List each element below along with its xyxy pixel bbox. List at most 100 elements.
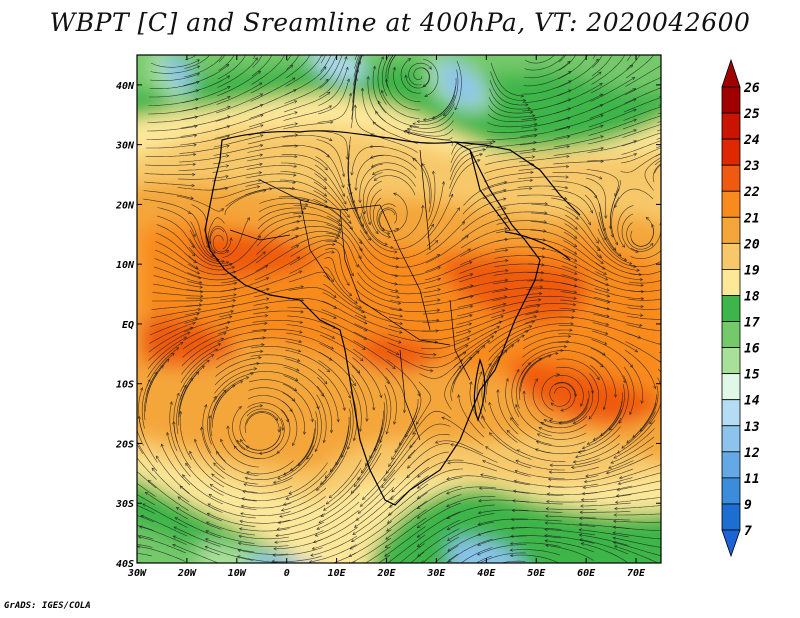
streamline <box>355 306 403 325</box>
y-tick-label: 40S <box>116 559 134 570</box>
streamline-arrow <box>310 553 314 557</box>
streamline <box>187 272 237 281</box>
streamline-arrow <box>197 52 200 55</box>
streamline-arrow <box>206 359 210 363</box>
streamline-arrow <box>506 429 511 434</box>
streamline <box>176 195 224 212</box>
streamline-arrow <box>294 122 299 126</box>
streamline-arrow <box>492 140 496 144</box>
streamline-arrow <box>544 514 549 518</box>
streamline <box>184 55 211 69</box>
streamline <box>627 298 661 301</box>
streamline <box>462 189 507 215</box>
streamline-arrow <box>355 68 360 73</box>
colorbar-label: 17 <box>744 316 760 331</box>
streamline-arrow <box>662 246 665 249</box>
streamline-arrow <box>174 517 179 521</box>
streamline-arrow <box>245 52 248 55</box>
streamline <box>137 494 156 506</box>
streamline <box>529 238 577 255</box>
streamline <box>216 82 263 105</box>
streamline-arrow <box>221 259 225 264</box>
streamline <box>287 307 337 319</box>
streamline <box>173 526 221 547</box>
streamline <box>220 265 268 284</box>
streamline-arrow <box>360 357 364 362</box>
streamline-arrow <box>239 380 244 384</box>
streamline-arrow <box>586 441 591 445</box>
streamline-arrow <box>598 176 603 180</box>
streamline <box>516 194 568 200</box>
streamline-arrow <box>606 314 610 318</box>
streamline-arrow <box>503 295 508 299</box>
streamline <box>330 425 349 472</box>
streamline <box>447 521 495 541</box>
streamline-arrow <box>369 155 374 159</box>
streamline-arrow <box>330 278 334 283</box>
streamline-arrow <box>661 362 664 365</box>
streamline <box>356 486 395 521</box>
streamline <box>582 417 622 449</box>
streamline-arrow <box>353 524 358 528</box>
streamline-arrow <box>367 221 371 226</box>
streamline <box>613 537 661 548</box>
streamline-arrow <box>406 565 409 568</box>
colorbar-swatch <box>721 425 741 453</box>
streamline <box>207 512 256 527</box>
streamline <box>461 217 507 240</box>
colorbar-swatch <box>721 86 741 114</box>
streamline-arrow <box>380 56 384 60</box>
streamline <box>426 207 460 247</box>
streamline-arrow <box>391 489 395 493</box>
streamline <box>297 419 316 466</box>
streamline <box>220 439 260 468</box>
streamline <box>417 502 462 529</box>
streamline <box>626 324 661 332</box>
colorbar-label: 15 <box>744 368 760 383</box>
streamline <box>323 275 362 309</box>
streamline-arrow <box>572 420 577 424</box>
streamline-arrow <box>478 499 482 503</box>
colorbar-swatch <box>721 269 741 296</box>
streamline <box>544 529 596 536</box>
streamline-arrow <box>661 120 664 123</box>
streamline <box>309 544 357 563</box>
streamline-arrow <box>213 462 217 467</box>
streamline-arrow <box>588 415 592 420</box>
streamline-arrow <box>294 111 298 115</box>
streamline <box>147 336 187 370</box>
streamline <box>194 439 225 479</box>
streamline-arrow <box>177 496 182 500</box>
streamline-arrow <box>504 349 508 354</box>
streamline <box>521 108 571 120</box>
streamline-arrow <box>538 357 543 361</box>
streamline-arrow <box>238 527 243 531</box>
streamline-arrow <box>566 135 571 139</box>
streamline <box>457 296 507 308</box>
streamline-arrow <box>510 517 515 522</box>
x-tick-label: 70E <box>627 568 646 579</box>
streamline-arrow <box>296 256 301 260</box>
streamline-arrow <box>566 51 569 54</box>
streamline-arrow <box>195 371 200 375</box>
streamline-arrow <box>392 66 396 71</box>
streamline-arrow <box>379 394 383 399</box>
streamline-arrow <box>341 184 345 189</box>
streamline-arrow <box>543 419 548 423</box>
streamline-arrow <box>461 221 466 225</box>
streamline <box>625 341 661 363</box>
colorbar-label: 21 <box>743 211 760 226</box>
streamline-arrow <box>503 188 507 193</box>
streamline-arrow <box>385 430 389 435</box>
streamline <box>190 221 220 261</box>
streamline <box>150 59 200 68</box>
streamline-arrow <box>578 528 583 532</box>
streamline <box>280 179 327 197</box>
streamline <box>523 390 553 428</box>
streamline <box>510 549 561 556</box>
streamline <box>497 389 519 435</box>
streamline-arrow <box>315 487 320 491</box>
streamline-arrow <box>258 356 262 360</box>
streamline <box>318 56 347 98</box>
streamline-arrow <box>348 292 353 297</box>
